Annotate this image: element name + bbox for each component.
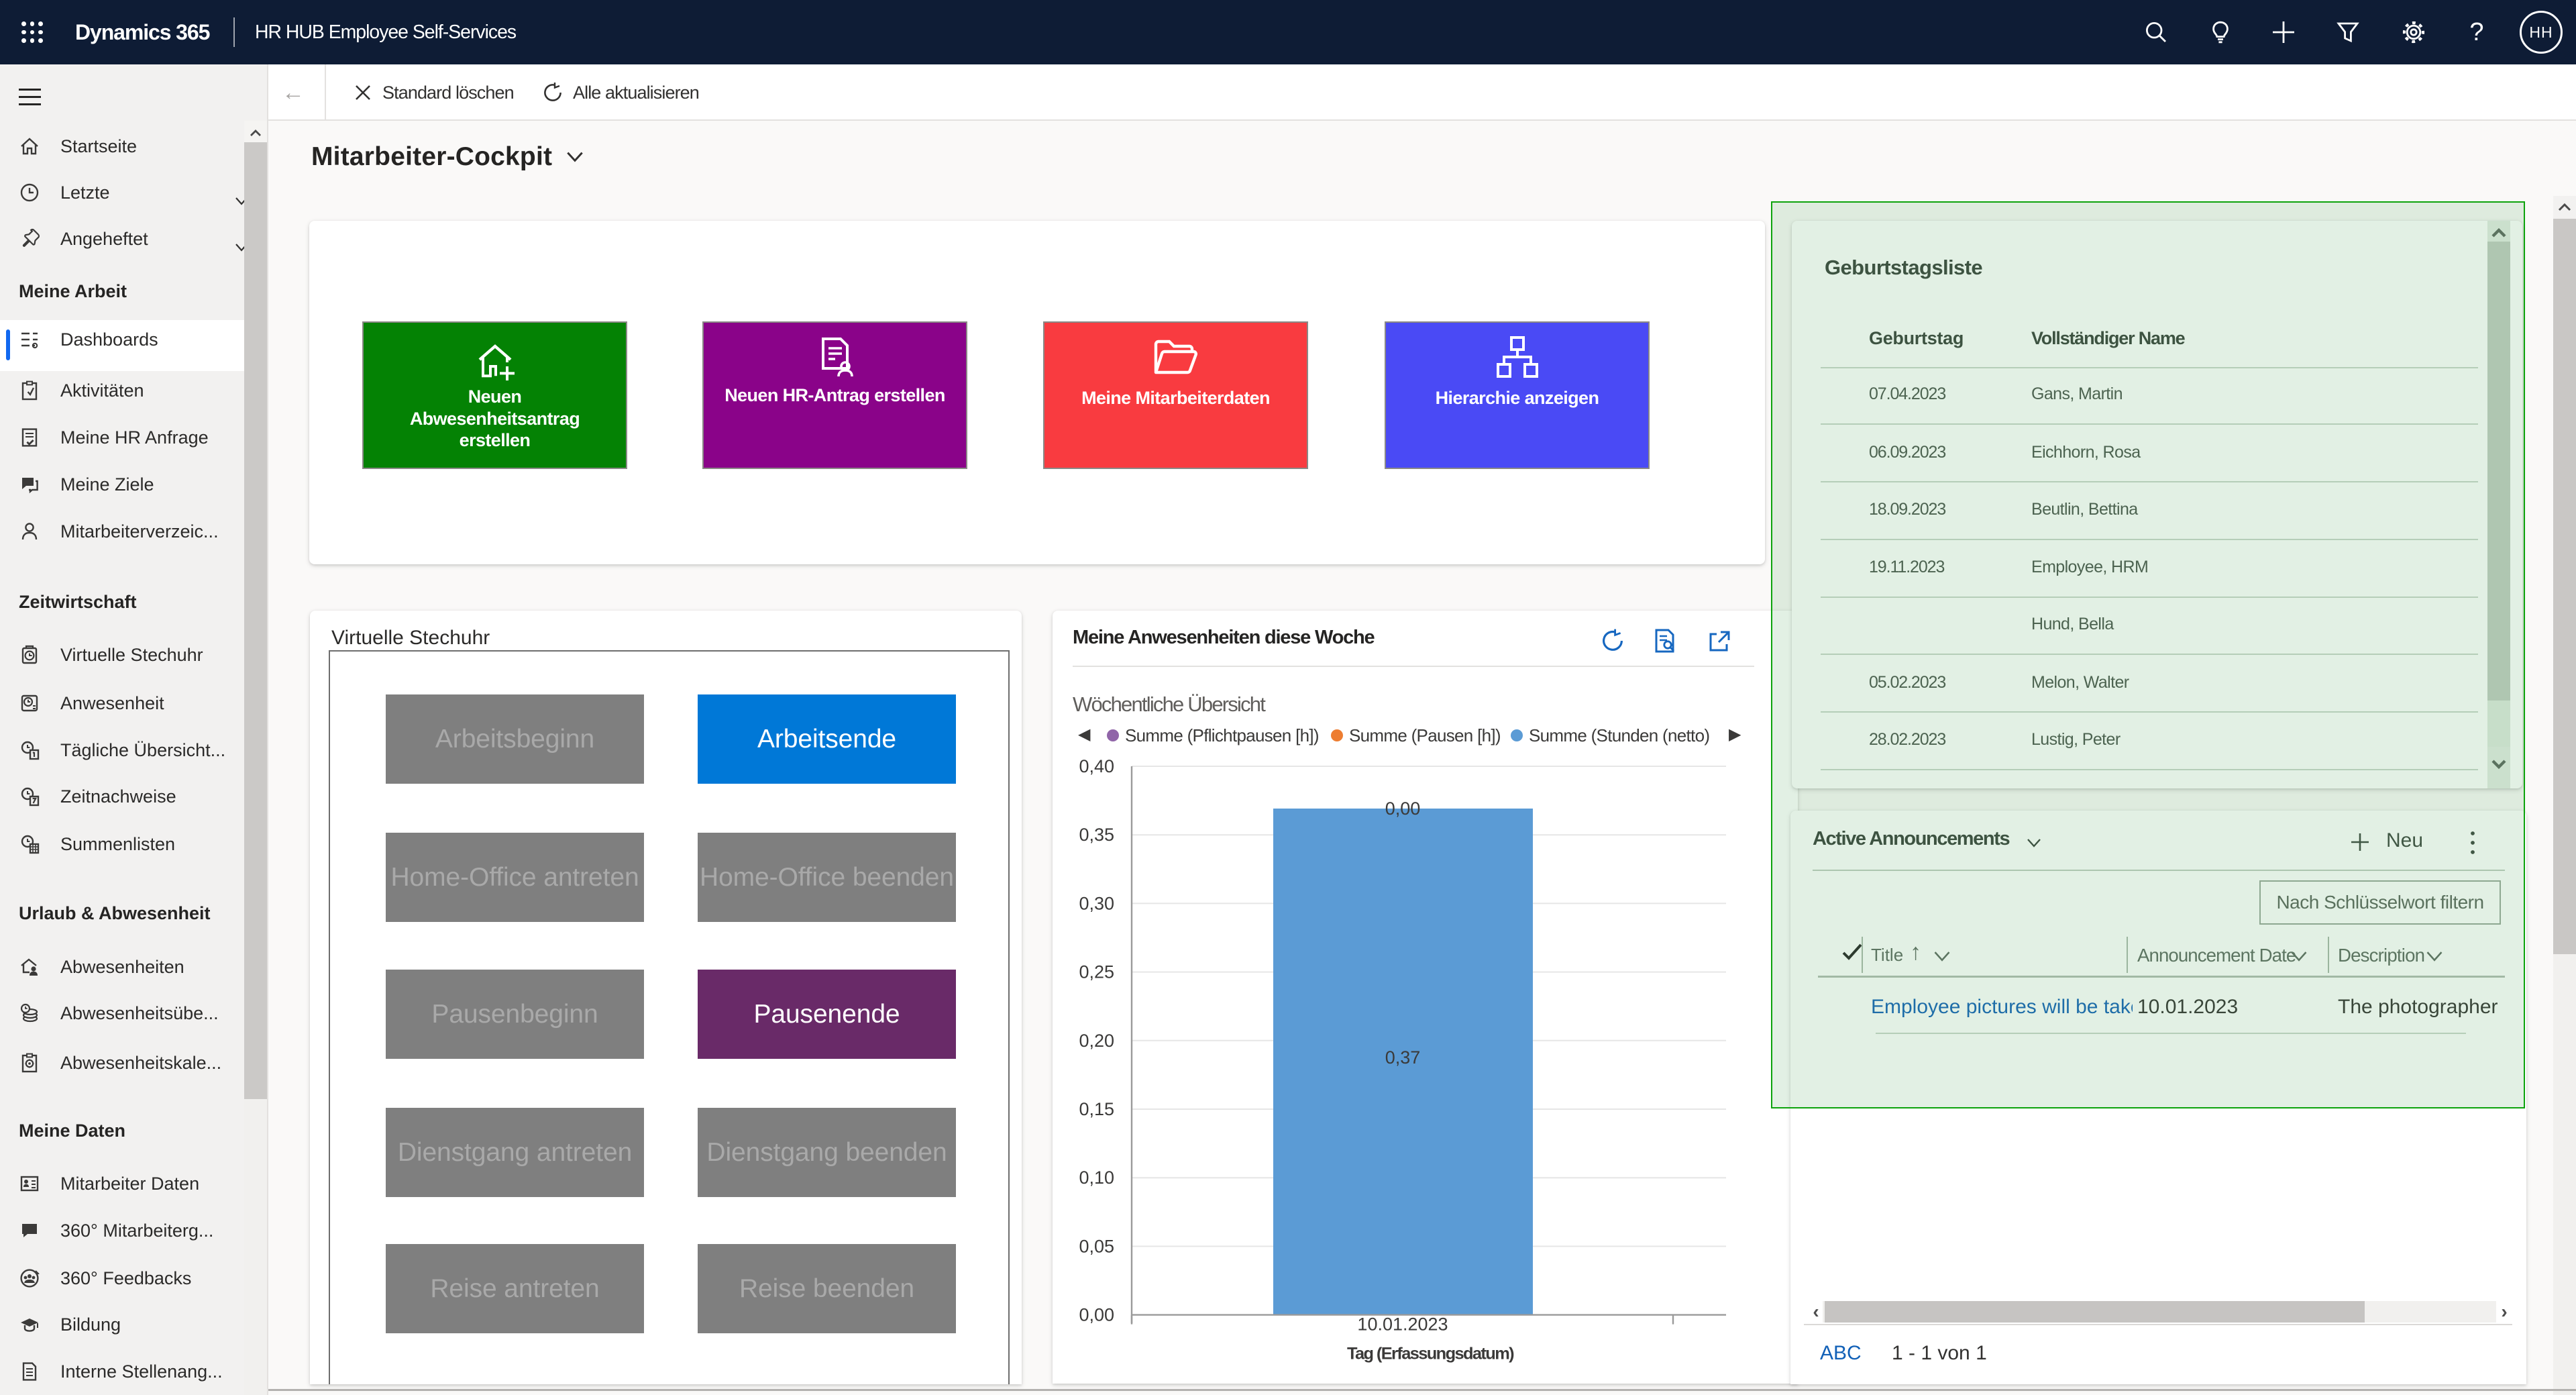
svg-text:0,40: 0,40 (1079, 756, 1114, 776)
svg-text:0,05: 0,05 (1079, 1236, 1114, 1256)
svg-text:0,25: 0,25 (1079, 962, 1114, 982)
svg-text:0,10: 0,10 (1079, 1168, 1114, 1188)
svg-text:0,37: 0,37 (1385, 1047, 1421, 1068)
svg-text:0,15: 0,15 (1079, 1099, 1114, 1119)
svg-text:Tag (Erfassungsdatum): Tag (Erfassungsdatum) (1347, 1345, 1514, 1363)
svg-text:0,00: 0,00 (1079, 1305, 1114, 1325)
svg-text:0,35: 0,35 (1079, 825, 1114, 845)
svg-text:10.01.2023: 10.01.2023 (1357, 1314, 1448, 1335)
svg-text:0,00: 0,00 (1385, 798, 1421, 819)
svg-text:0,30: 0,30 (1079, 893, 1114, 913)
svg-text:0,20: 0,20 (1079, 1031, 1114, 1051)
